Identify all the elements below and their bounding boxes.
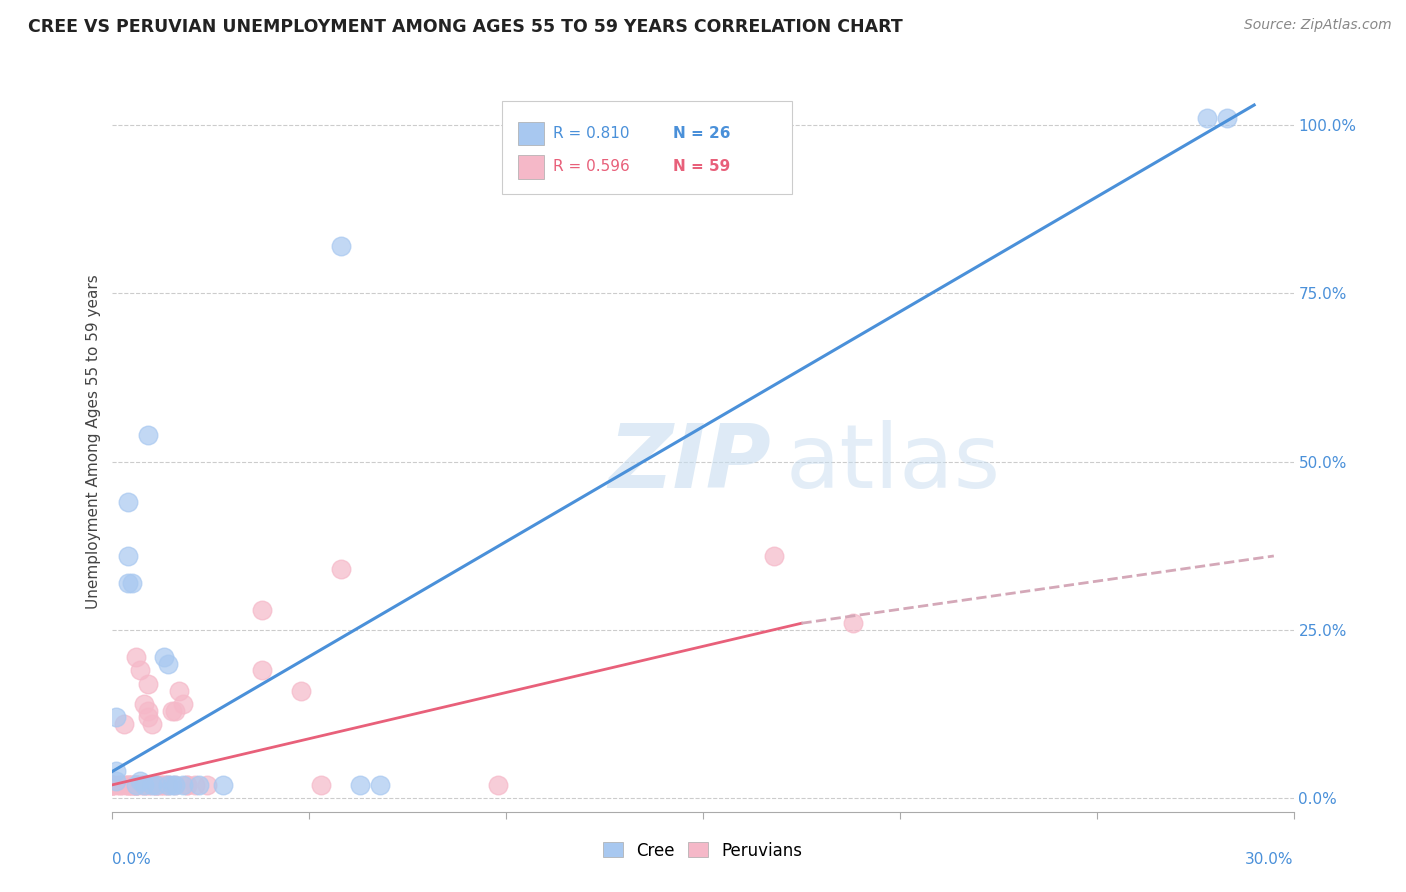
Point xyxy=(149,778,172,792)
Point xyxy=(172,778,194,792)
Point xyxy=(156,778,179,792)
Point xyxy=(136,710,159,724)
Point xyxy=(101,778,124,792)
Bar xyxy=(517,155,544,178)
Text: R = 0.810: R = 0.810 xyxy=(553,126,630,141)
Point xyxy=(141,778,163,792)
Point xyxy=(172,697,194,711)
Point xyxy=(110,778,132,792)
Point xyxy=(105,710,128,724)
Point xyxy=(117,778,139,792)
Point xyxy=(176,778,198,792)
Text: ZIP: ZIP xyxy=(609,420,772,508)
Point xyxy=(136,778,159,792)
Point xyxy=(368,778,391,792)
Point xyxy=(132,778,155,792)
Point xyxy=(195,778,218,792)
Point xyxy=(165,778,187,792)
Point xyxy=(132,778,155,792)
Point xyxy=(125,778,148,792)
Point xyxy=(136,427,159,442)
Point xyxy=(125,649,148,664)
Point xyxy=(121,778,143,792)
Point xyxy=(117,575,139,590)
Point xyxy=(121,778,143,792)
Point xyxy=(125,778,148,792)
Point xyxy=(145,778,167,792)
Point xyxy=(188,778,211,792)
FancyBboxPatch shape xyxy=(502,101,792,194)
Point xyxy=(1215,112,1237,126)
Text: N = 26: N = 26 xyxy=(673,126,731,141)
Point xyxy=(136,704,159,718)
Point xyxy=(841,616,863,631)
Point xyxy=(152,778,174,792)
Point xyxy=(125,778,148,792)
Point xyxy=(169,683,191,698)
Point xyxy=(349,778,371,792)
Point xyxy=(145,778,167,792)
Point xyxy=(156,778,179,792)
Bar xyxy=(517,121,544,145)
Point xyxy=(156,657,179,671)
Point xyxy=(250,603,273,617)
Point xyxy=(184,778,207,792)
Text: R = 0.596: R = 0.596 xyxy=(553,160,630,174)
Point xyxy=(486,778,509,792)
Point xyxy=(211,778,233,792)
Point xyxy=(105,774,128,789)
Point xyxy=(136,778,159,792)
Legend: Cree, Peruvians: Cree, Peruvians xyxy=(596,835,810,866)
Point xyxy=(1195,112,1218,126)
Point xyxy=(132,697,155,711)
Point xyxy=(156,778,179,792)
Point xyxy=(145,778,167,792)
Point xyxy=(160,704,183,718)
Point xyxy=(145,778,167,792)
Point xyxy=(329,562,352,576)
Point xyxy=(121,778,143,792)
Point xyxy=(117,778,139,792)
Point xyxy=(117,549,139,563)
Text: N = 59: N = 59 xyxy=(673,160,731,174)
Text: 0.0%: 0.0% xyxy=(112,853,152,867)
Point xyxy=(152,649,174,664)
Text: 30.0%: 30.0% xyxy=(1246,853,1294,867)
Point xyxy=(101,778,124,792)
Text: Source: ZipAtlas.com: Source: ZipAtlas.com xyxy=(1244,18,1392,32)
Point xyxy=(309,778,332,792)
Point xyxy=(136,677,159,691)
Point xyxy=(176,778,198,792)
Point xyxy=(105,778,128,792)
Point xyxy=(125,778,148,792)
Point xyxy=(250,664,273,678)
Point xyxy=(101,778,124,792)
Point xyxy=(105,764,128,779)
Point xyxy=(112,778,135,792)
Point xyxy=(121,575,143,590)
Point xyxy=(110,778,132,792)
Point xyxy=(129,774,152,789)
Point xyxy=(160,778,183,792)
Point xyxy=(149,778,172,792)
Point xyxy=(125,778,148,792)
Point xyxy=(101,778,124,792)
Point xyxy=(129,778,152,792)
Point xyxy=(762,549,785,563)
Point xyxy=(112,717,135,731)
Point xyxy=(132,778,155,792)
Point xyxy=(290,683,312,698)
Point xyxy=(141,778,163,792)
Point xyxy=(129,664,152,678)
Point xyxy=(141,717,163,731)
Y-axis label: Unemployment Among Ages 55 to 59 years: Unemployment Among Ages 55 to 59 years xyxy=(86,274,101,609)
Point xyxy=(329,239,352,253)
Point xyxy=(152,778,174,792)
Point xyxy=(117,495,139,509)
Text: CREE VS PERUVIAN UNEMPLOYMENT AMONG AGES 55 TO 59 YEARS CORRELATION CHART: CREE VS PERUVIAN UNEMPLOYMENT AMONG AGES… xyxy=(28,18,903,36)
Point xyxy=(165,778,187,792)
Point xyxy=(117,778,139,792)
Text: atlas: atlas xyxy=(786,420,1001,508)
Point xyxy=(165,704,187,718)
